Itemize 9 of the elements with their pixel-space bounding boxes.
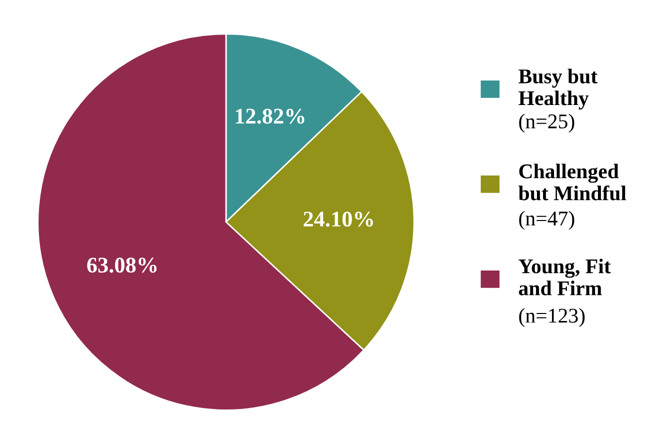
legend-label: Busy but Healthy	[518, 68, 598, 110]
data-label: 12.82%	[236, 108, 304, 124]
legend-label: Young, Fit and Firm	[518, 258, 611, 296]
data-label: 63.08%	[87, 258, 157, 273]
text: (n=25)	[519, 114, 574, 133]
text: (n=123)	[519, 308, 585, 327]
text: (n=47)	[519, 210, 574, 230]
legend-label: Challenged but Mindful	[518, 164, 626, 200]
data-label: 24.10%	[304, 212, 373, 227]
